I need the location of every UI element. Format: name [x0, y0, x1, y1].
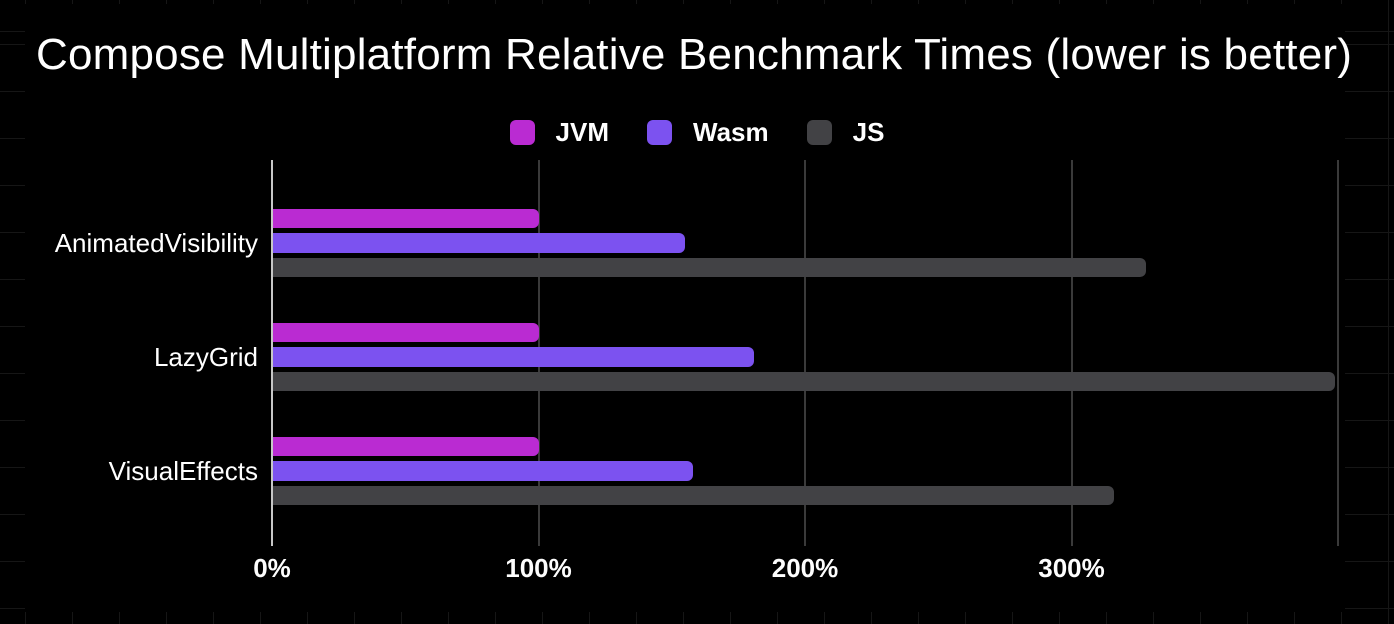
axis-tick-400 [1337, 540, 1339, 546]
legend-label: JS [852, 117, 885, 147]
gridline-300 [1070, 160, 1073, 540]
chart-legend: JVM Wasm JS [0, 117, 1394, 148]
bar-visualeffects-wasm [272, 461, 694, 481]
bar-animatedvisibility-jvm [272, 208, 539, 228]
legend-item-wasm: Wasm [647, 117, 769, 148]
bar-visualeffects-jvm [272, 436, 539, 456]
legend-label: JVM [555, 117, 610, 147]
legend-item-js: JS [806, 117, 885, 148]
legend-swatch-jvm [509, 120, 535, 145]
axis-tick-0 [271, 540, 273, 546]
x-tick-label-300: 300% [1038, 553, 1105, 583]
chart-image [25, 4, 1345, 612]
bar-lazygrid-wasm [272, 347, 755, 367]
category-label-visualeffects: VisualEffects [108, 455, 258, 486]
axis-tick-300 [1070, 540, 1073, 546]
legend-label: Wasm [693, 117, 769, 147]
category-label-lazygrid: LazyGrid [153, 341, 258, 372]
bar-visualeffects-js [272, 485, 1115, 505]
x-tick-label-0: 0% [253, 553, 291, 583]
gridline-0 [271, 160, 273, 540]
x-tick-label-100: 100% [505, 553, 572, 583]
axis-tick-200 [804, 540, 806, 546]
legend-swatch-js [806, 120, 832, 145]
gridline-200 [804, 160, 806, 540]
bar-animatedvisibility-js [272, 257, 1147, 277]
gridline-400 [1337, 160, 1339, 540]
category-label-animatedvisibility: AnimatedVisibility [54, 227, 258, 258]
bar-lazygrid-js [272, 371, 1336, 391]
bar-animatedvisibility-wasm [272, 233, 686, 253]
axis-tick-100 [537, 540, 540, 546]
x-tick-label-200: 200% [771, 553, 839, 583]
chart-title: Compose Multiplatform Relative Benchmark… [36, 30, 1353, 79]
bar-lazygrid-jvm [272, 322, 539, 342]
legend-swatch-wasm [647, 120, 673, 145]
legend-item-jvm: JVM [509, 117, 610, 148]
